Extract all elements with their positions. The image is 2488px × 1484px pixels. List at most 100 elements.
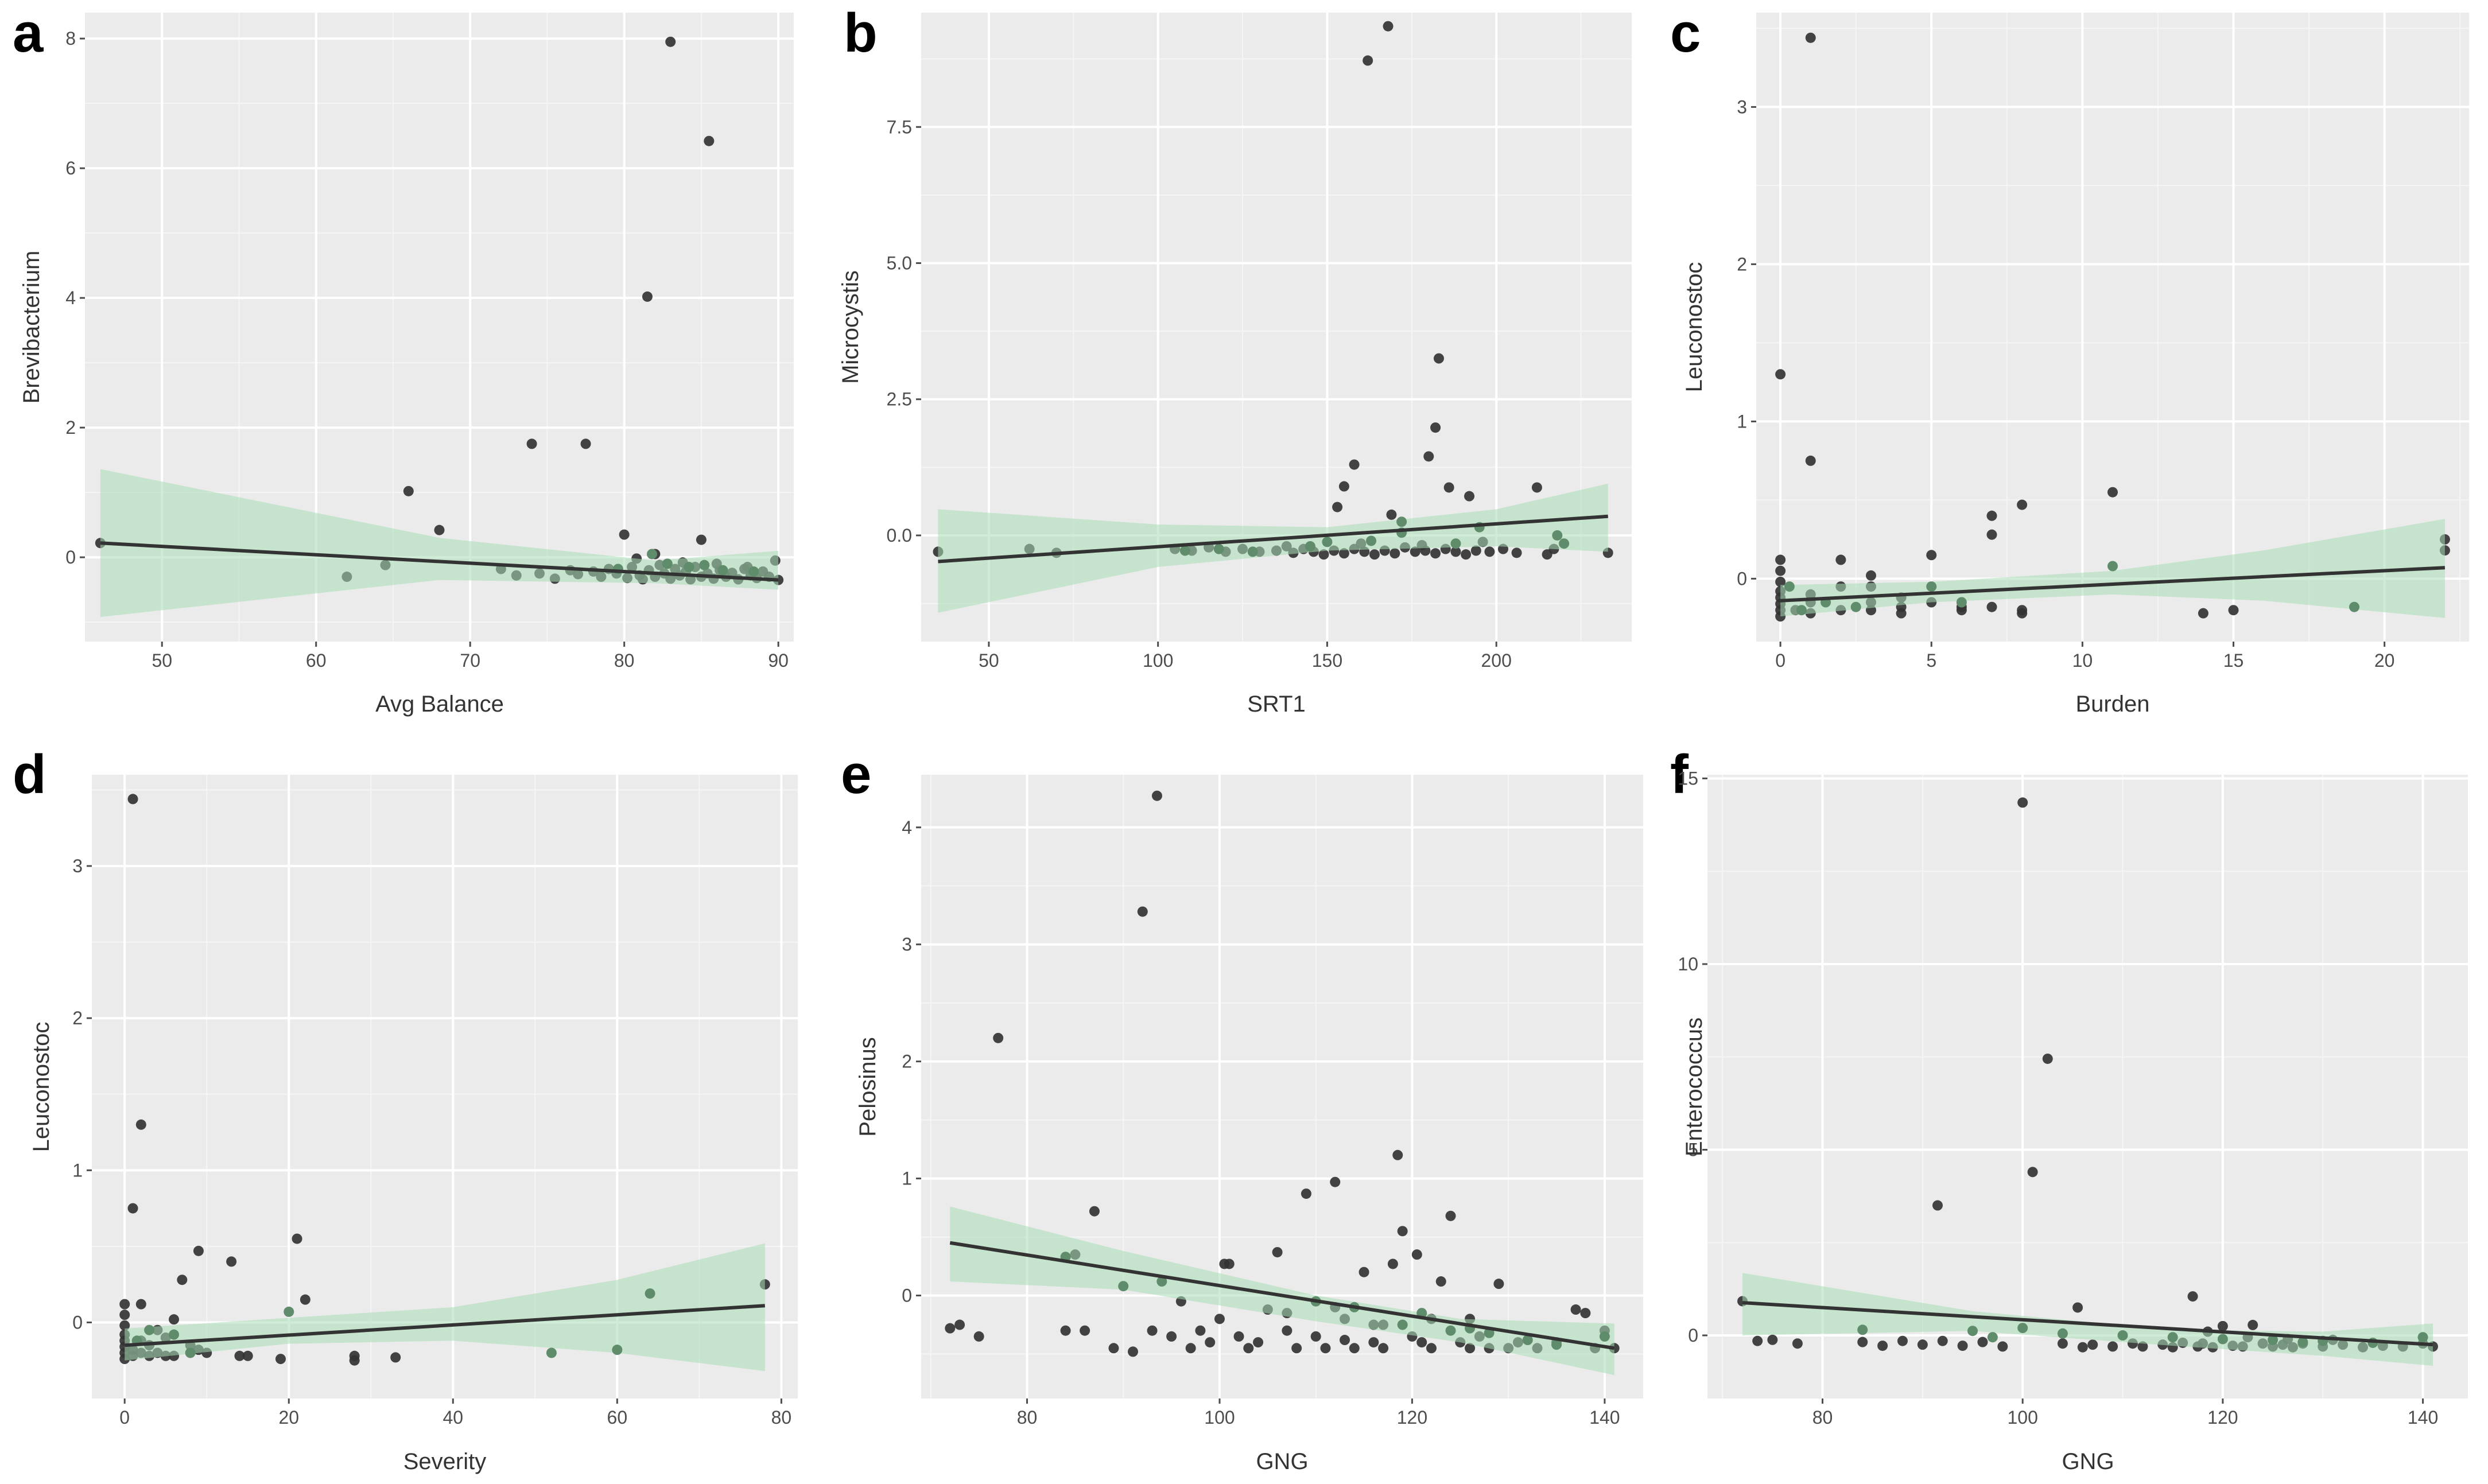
y-tick-label: 0 [72,1312,83,1333]
data-point [1426,1343,1437,1354]
panel-c: c 0 5 10 15 20 0 1 2 3 Burden Leuconostoc [1670,2,2469,717]
data-point-in-ribbon [546,1347,557,1358]
data-point-in-ribbon [1445,1325,1456,1336]
data-point [1137,906,1148,917]
data-point [1387,1258,1398,1269]
x-axis-title: GNG [2062,1449,2114,1474]
data-point [349,1355,360,1366]
data-point-in-ribbon [2297,1337,2308,1347]
data-point-in-ribbon [1784,581,1795,592]
confidence-ribbon [1742,1273,2433,1366]
data-point [1511,547,1522,558]
data-point [580,438,591,449]
data-layer [945,790,1620,1376]
data-point [526,438,537,449]
x-tick-label: 80 [1812,1407,1833,1428]
data-point [1835,554,1846,565]
panel-d: d 0 20 40 60 80 0 1 2 3 Severity Leuconostoc [13,744,798,1474]
data-point [1416,1337,1427,1348]
data-point-in-ribbon [1857,1324,1868,1335]
data-point [1580,1308,1591,1319]
data-point [1349,1343,1360,1354]
regression-line [1780,566,2446,603]
data-point [1332,502,1343,512]
x-tick-label: 100 [1143,650,1173,671]
data-point [390,1352,401,1363]
data-point [2072,1302,2083,1313]
data-point-in-ribbon [2167,1332,2178,1343]
data-point [2017,608,2028,619]
data-point [1368,1337,1379,1348]
data-point [2248,1319,2258,1330]
x-tick-label: 0 [119,1407,130,1428]
data-point [1338,481,1349,492]
data-point-in-ribbon [1956,597,1967,608]
panel-letter-c: c [1670,2,1701,64]
x-tick-label: 0 [1775,650,1786,671]
data-point [234,1350,245,1361]
data-point-in-ribbon [1396,516,1407,527]
data-point [1340,1335,1350,1346]
x-axis-title: GNG [1256,1449,1308,1474]
data-point [2087,1339,2098,1350]
data-point-in-ribbon [1552,530,1563,541]
x-axis-title: Severity [403,1449,487,1474]
data-point-in-ribbon [1926,581,1937,592]
x-tick-label: 70 [460,650,480,671]
data-point [1570,1304,1581,1315]
data-point-in-ribbon [2417,1332,2428,1343]
data-point [1461,549,1472,560]
data-point [193,1245,204,1256]
data-point-in-ribbon [2057,1328,2068,1339]
data-point [1937,1335,1948,1346]
x-tick-label: 60 [607,1407,628,1428]
data-point [1897,1335,1908,1346]
data-point-in-ribbon [1397,1319,1408,1330]
x-tick-label: 50 [979,650,999,671]
y-tick-label: 4 [902,817,912,838]
data-point-in-ribbon [1850,601,1861,612]
data-point [1338,548,1349,559]
y-tick-label: 0 [902,1285,912,1306]
data-point [135,1299,146,1310]
data-point [1214,1314,1225,1324]
y-tick-label: 5.0 [887,253,912,274]
x-tick-label: 100 [2007,1407,2037,1428]
data-point [1080,1325,1090,1336]
data-point [1450,546,1461,557]
data-point-in-ribbon [2349,601,2360,612]
data-point [1318,549,1329,560]
data-point [1932,1200,1943,1211]
data-point-in-ribbon [1118,1281,1129,1292]
y-tick-label: 7.5 [887,116,912,137]
data-point [2057,1338,2068,1349]
data-point [1865,570,1876,581]
data-point [119,1299,130,1310]
data-point [1253,1337,1264,1348]
data-point-in-ribbon [1599,1331,1610,1342]
data-point [119,1320,130,1331]
data-point [1128,1346,1139,1357]
panel-letter-e: e [841,744,871,805]
data-point [1151,790,1162,801]
data-point [1896,608,1907,619]
data-point [2107,487,2118,498]
y-tick-label: 15 [1678,768,1698,788]
data-point [1986,510,1997,521]
data-point [2107,1341,2118,1352]
data-point-in-ribbon [662,558,673,569]
regression-line [949,1241,1615,1350]
x-tick-label: 60 [306,650,327,671]
data-point [1147,1325,1158,1336]
data-point [2137,1341,2148,1352]
data-point [1310,1331,1321,1342]
data-point [1060,1325,1071,1336]
data-point-in-ribbon [2217,1334,2228,1345]
data-point-in-ribbon [1247,546,1258,557]
data-point-in-ribbon [684,562,694,573]
data-point [2017,797,2028,808]
data-point [1493,1279,1504,1289]
panel-letter-a: a [13,2,44,64]
regression-line [100,541,779,582]
